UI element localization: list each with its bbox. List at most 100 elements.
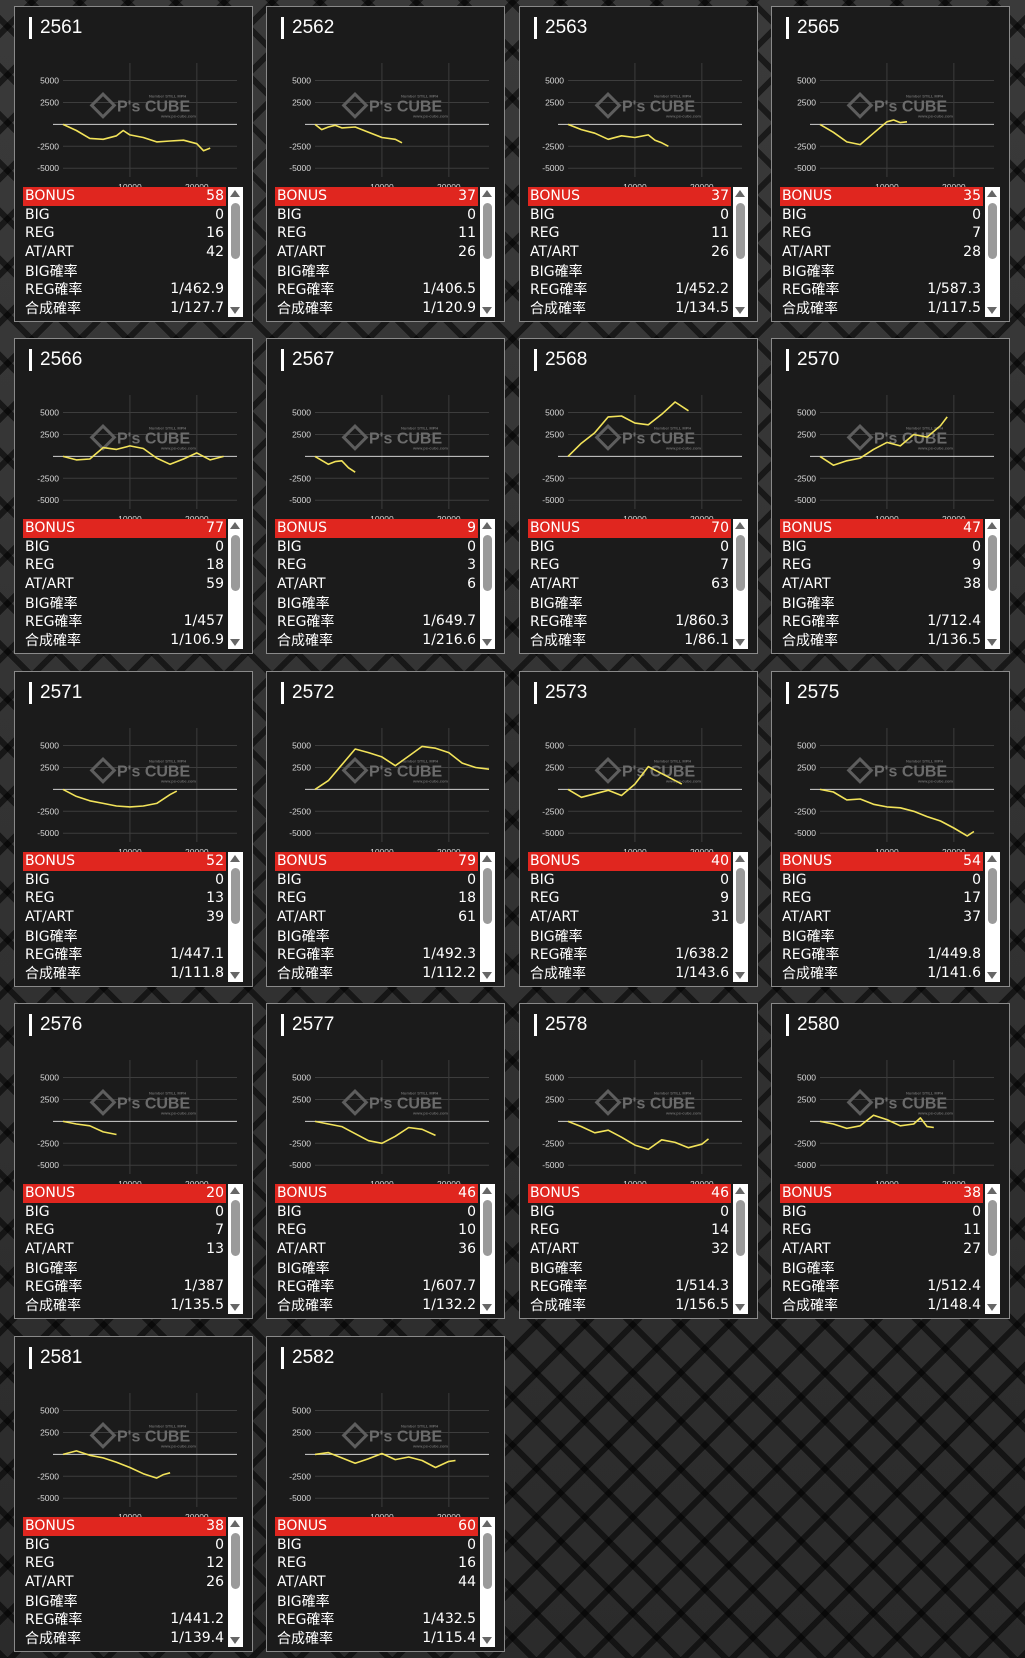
machine-title[interactable]: 2568 (534, 349, 587, 371)
machine-title[interactable]: 2570 (786, 349, 839, 371)
scroll-up-arrow-icon[interactable] (230, 1187, 240, 1194)
machine-title[interactable]: 2582 (281, 1347, 334, 1369)
machine-title[interactable]: 2561 (29, 17, 82, 39)
scroll-down-arrow-icon[interactable] (482, 307, 492, 314)
machine-number[interactable]: 2577 (292, 1014, 335, 1035)
scroll-thumb[interactable] (231, 1533, 240, 1589)
scroll-down-arrow-icon[interactable] (735, 639, 745, 646)
scroll-down-arrow-icon[interactable] (987, 307, 997, 314)
machine-title[interactable]: 2567 (281, 349, 334, 371)
machine-number[interactable]: 2576 (40, 1014, 83, 1035)
scroll-up-arrow-icon[interactable] (482, 1520, 492, 1527)
machine-title[interactable]: 2580 (786, 1014, 839, 1036)
scroll-up-arrow-icon[interactable] (482, 190, 492, 197)
machine-title[interactable]: 2562 (281, 17, 334, 39)
stats-scrollbar[interactable] (985, 187, 1000, 317)
machine-number[interactable]: 2578 (545, 1014, 588, 1035)
scroll-thumb[interactable] (231, 203, 240, 259)
scroll-up-arrow-icon[interactable] (735, 1187, 745, 1194)
scroll-up-arrow-icon[interactable] (230, 522, 240, 529)
scroll-down-arrow-icon[interactable] (482, 1637, 492, 1644)
scroll-thumb[interactable] (231, 1200, 240, 1256)
scroll-thumb[interactable] (483, 1533, 492, 1589)
machine-number[interactable]: 2561 (40, 17, 83, 38)
stats-scrollbar[interactable] (733, 1184, 748, 1314)
scroll-thumb[interactable] (988, 535, 997, 591)
stats-scrollbar[interactable] (480, 852, 495, 982)
scroll-down-arrow-icon[interactable] (482, 1304, 492, 1311)
scroll-down-arrow-icon[interactable] (735, 972, 745, 979)
machine-number[interactable]: 2581 (40, 1347, 83, 1368)
stats-scrollbar[interactable] (985, 852, 1000, 982)
machine-title[interactable]: 2565 (786, 17, 839, 39)
machine-title[interactable]: 2576 (29, 1014, 82, 1036)
scroll-thumb[interactable] (736, 203, 745, 259)
machine-title[interactable]: 2581 (29, 1347, 82, 1369)
machine-number[interactable]: 2580 (797, 1014, 840, 1035)
stats-scrollbar[interactable] (228, 1517, 243, 1647)
stats-scrollbar[interactable] (480, 519, 495, 649)
machine-number[interactable]: 2575 (797, 682, 840, 703)
scroll-down-arrow-icon[interactable] (230, 639, 240, 646)
scroll-thumb[interactable] (736, 535, 745, 591)
machine-title[interactable]: 2578 (534, 1014, 587, 1036)
machine-title[interactable]: 2572 (281, 682, 334, 704)
scroll-down-arrow-icon[interactable] (482, 639, 492, 646)
scroll-up-arrow-icon[interactable] (987, 522, 997, 529)
machine-number[interactable]: 2582 (292, 1347, 335, 1368)
scroll-down-arrow-icon[interactable] (987, 972, 997, 979)
scroll-up-arrow-icon[interactable] (230, 1520, 240, 1527)
machine-number[interactable]: 2567 (292, 349, 335, 370)
scroll-down-arrow-icon[interactable] (987, 639, 997, 646)
scroll-up-arrow-icon[interactable] (482, 1187, 492, 1194)
scroll-up-arrow-icon[interactable] (735, 855, 745, 862)
scroll-down-arrow-icon[interactable] (230, 307, 240, 314)
scroll-thumb[interactable] (736, 868, 745, 924)
scroll-thumb[interactable] (483, 1200, 492, 1256)
stats-scrollbar[interactable] (228, 852, 243, 982)
scroll-thumb[interactable] (988, 868, 997, 924)
scroll-down-arrow-icon[interactable] (230, 1304, 240, 1311)
machine-title[interactable]: 2575 (786, 682, 839, 704)
stats-scrollbar[interactable] (985, 1184, 1000, 1314)
stats-scrollbar[interactable] (733, 519, 748, 649)
scroll-down-arrow-icon[interactable] (482, 972, 492, 979)
stats-scrollbar[interactable] (733, 187, 748, 317)
scroll-thumb[interactable] (736, 1200, 745, 1256)
scroll-up-arrow-icon[interactable] (735, 190, 745, 197)
stats-scrollbar[interactable] (985, 519, 1000, 649)
machine-number[interactable]: 2570 (797, 349, 840, 370)
scroll-up-arrow-icon[interactable] (987, 190, 997, 197)
scroll-down-arrow-icon[interactable] (735, 307, 745, 314)
scroll-thumb[interactable] (483, 203, 492, 259)
stats-scrollbar[interactable] (480, 1517, 495, 1647)
stats-scrollbar[interactable] (733, 852, 748, 982)
machine-number[interactable]: 2568 (545, 349, 588, 370)
machine-title[interactable]: 2563 (534, 17, 587, 39)
scroll-down-arrow-icon[interactable] (230, 972, 240, 979)
machine-title[interactable]: 2571 (29, 682, 82, 704)
scroll-up-arrow-icon[interactable] (482, 522, 492, 529)
scroll-down-arrow-icon[interactable] (230, 1637, 240, 1644)
stats-scrollbar[interactable] (228, 519, 243, 649)
scroll-down-arrow-icon[interactable] (735, 1304, 745, 1311)
machine-title[interactable]: 2577 (281, 1014, 334, 1036)
scroll-down-arrow-icon[interactable] (987, 1304, 997, 1311)
scroll-up-arrow-icon[interactable] (230, 190, 240, 197)
scroll-thumb[interactable] (988, 203, 997, 259)
machine-number[interactable]: 2572 (292, 682, 335, 703)
scroll-up-arrow-icon[interactable] (482, 855, 492, 862)
